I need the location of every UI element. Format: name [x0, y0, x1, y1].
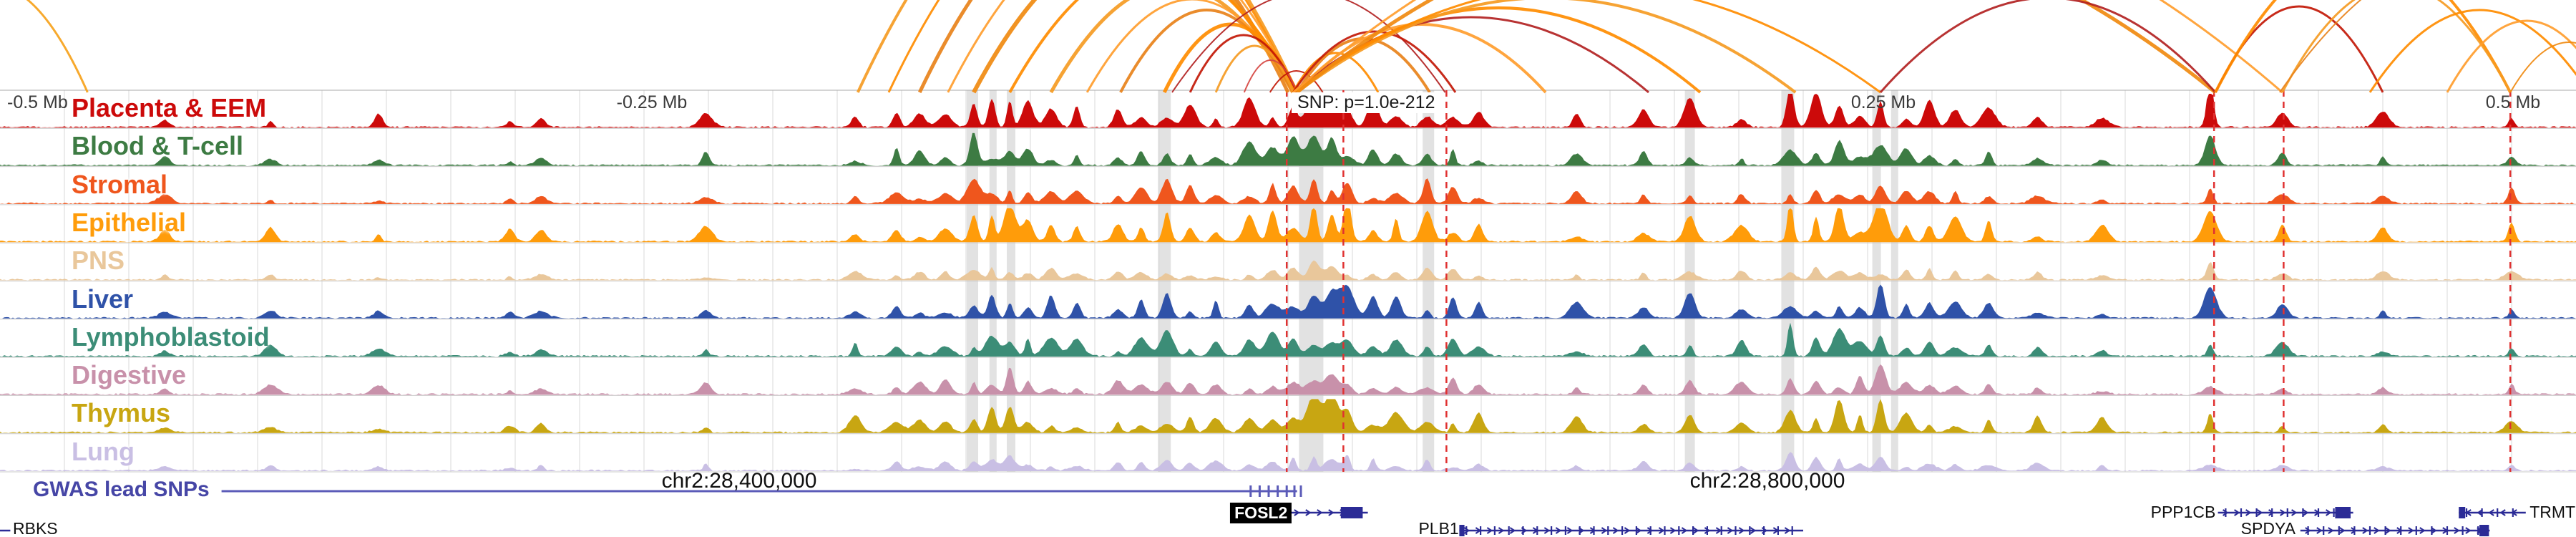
interaction-arc	[1243, 59, 1298, 93]
interaction-arc	[1296, 0, 1797, 94]
track-label-blood-t-cell: Blood & T-cell	[72, 131, 244, 161]
gene-annotations	[0, 507, 2526, 536]
gene-fosl2	[1289, 507, 1368, 518]
track-label-digestive: Digestive	[72, 360, 187, 390]
signal-track-placenta-eem	[0, 94, 2576, 128]
gene-plb1	[1459, 525, 1803, 536]
interaction-arc	[1189, 34, 1298, 93]
track-label-epithelial: Epithelial	[72, 207, 187, 237]
interaction-arc	[2214, 0, 2512, 93]
gene-label-rbks: RBKS	[13, 519, 58, 537]
gwas-track	[221, 485, 1302, 497]
gene-label-spdya: SPDYA	[2240, 519, 2296, 537]
ruler-label-0-5mb: 0.5 Mb	[2485, 92, 2541, 112]
interaction-arc	[26, 0, 89, 93]
gene-trmt6	[2459, 507, 2526, 518]
interaction-arc	[2509, 42, 2576, 93]
gene-label-plb1: PLB1	[1418, 519, 1459, 537]
signal-track-lymphoblastoid	[0, 322, 2576, 357]
coordinate-label-right: chr2:28,800,000	[1689, 469, 1845, 493]
gene-spdya	[2300, 525, 2490, 536]
ruler-label-minus-0-5mb: -0.5 Mb	[7, 92, 68, 112]
signal-tracks	[0, 94, 2576, 471]
track-label-liver: Liver	[72, 284, 134, 314]
gene-label-fosl2: FOSL2	[1230, 503, 1292, 523]
coordinate-label-left: chr2:28,400,000	[661, 469, 817, 493]
interaction-arc	[1292, 52, 1380, 93]
track-separators	[0, 90, 2576, 473]
interaction-arc	[1171, 0, 1446, 93]
track-label-pns: PNS	[72, 246, 125, 276]
snp-dashed-lines	[1285, 90, 2512, 472]
interaction-arc	[1008, 0, 1299, 93]
gene-ppp1cb	[2218, 507, 2353, 518]
track-label-placenta-eem: Placenta & EEM	[72, 93, 267, 122]
track-label-stromal: Stromal	[72, 169, 168, 199]
track-label-thymus: Thymus	[72, 398, 171, 428]
interaction-arc	[1214, 44, 1294, 93]
signal-track-stromal	[0, 178, 2576, 204]
ruler-label-minus-0-25mb: -0.25 Mb	[616, 92, 688, 112]
interaction-arc	[1879, 0, 2217, 93]
interaction-arc	[2279, 0, 2362, 93]
interaction-arc	[2368, 9, 2576, 93]
interaction-arc	[2281, 0, 2512, 93]
interaction-arc	[1292, 30, 1457, 93]
track-label-lymphoblastoid: Lymphoblastoid	[72, 321, 270, 352]
interaction-arc	[856, 0, 1299, 93]
signal-track-thymus	[0, 399, 2576, 433]
interaction-arcs	[26, 0, 2576, 94]
gene-label-trmt6: TRMT6	[2529, 503, 2576, 521]
signal-track-digestive	[0, 364, 2576, 395]
signal-track-pns	[0, 260, 2576, 281]
interaction-arc	[1292, 0, 1881, 94]
interaction-arc	[1269, 70, 1324, 93]
gwas-lead-snps-label: GWAS lead SNPs	[33, 478, 210, 501]
signal-track-liver	[0, 284, 2576, 319]
gene-label-ppp1cb: PPP1CB	[2150, 503, 2216, 521]
snp-pvalue-label: SNP: p=1.0e-212	[1292, 92, 1441, 113]
signal-track-epithelial	[0, 208, 2576, 243]
track-label-lung: Lung	[72, 436, 135, 466]
signal-track-lung	[0, 452, 2576, 471]
ruler-label-0-25mb: 0.25 Mb	[1850, 92, 1916, 112]
interaction-arc	[947, 0, 1298, 93]
signal-track-blood-t-cell	[0, 132, 2576, 166]
interaction-arc	[2446, 19, 2576, 93]
